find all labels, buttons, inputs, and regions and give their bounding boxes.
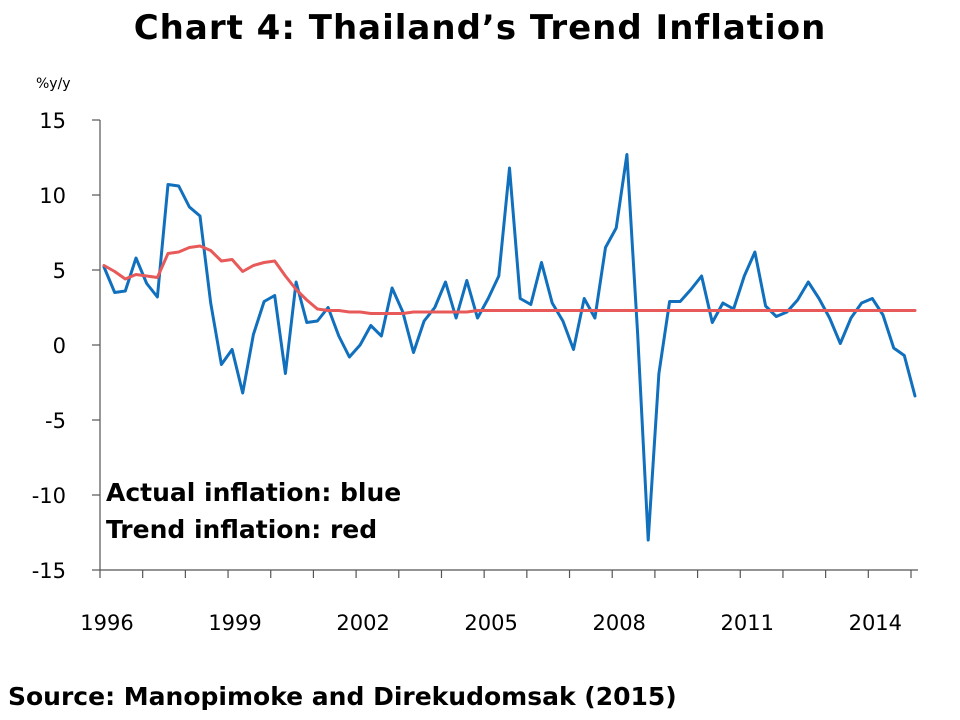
source-note: Source: Manopimoke and Direkudomsak (201… <box>8 682 677 711</box>
x-tick-label: 2005 <box>464 611 517 635</box>
trend-inflation-line <box>102 244 917 315</box>
chart-series <box>102 153 917 542</box>
y-tick-label: -15 <box>32 559 66 583</box>
chart-title: Chart 4: Thailand’s Trend Inflation <box>133 8 827 48</box>
x-tick-label: 1996 <box>80 611 133 635</box>
x-tick-label: 2008 <box>592 611 645 635</box>
legend-actual: Actual inflation: blue <box>106 478 402 507</box>
y-tick-label: -5 <box>45 409 66 433</box>
y-axis-unit-label: %y/y <box>36 76 71 92</box>
y-tick-label: 15 <box>39 109 66 133</box>
y-tick-label: 10 <box>39 184 66 208</box>
y-tick-label: 5 <box>53 259 66 283</box>
x-tick-label: 2002 <box>336 611 389 635</box>
legend-trend: Trend inflation: red <box>106 515 378 544</box>
y-tick-label: -10 <box>32 484 66 508</box>
chart-ticks: 15 10 5 0 -5 -10 -15 1996 1999 2002 2005 2008 2011 20… <box>32 109 912 635</box>
x-tick-label: 2014 <box>849 611 902 635</box>
actual-inflation-line <box>102 153 917 542</box>
x-tick-label: 2011 <box>721 611 774 635</box>
x-tick-label: 1999 <box>208 611 261 635</box>
y-tick-label: 0 <box>53 334 66 358</box>
chart-legend: Actual inflation: blue Trend inflation: … <box>106 474 401 548</box>
